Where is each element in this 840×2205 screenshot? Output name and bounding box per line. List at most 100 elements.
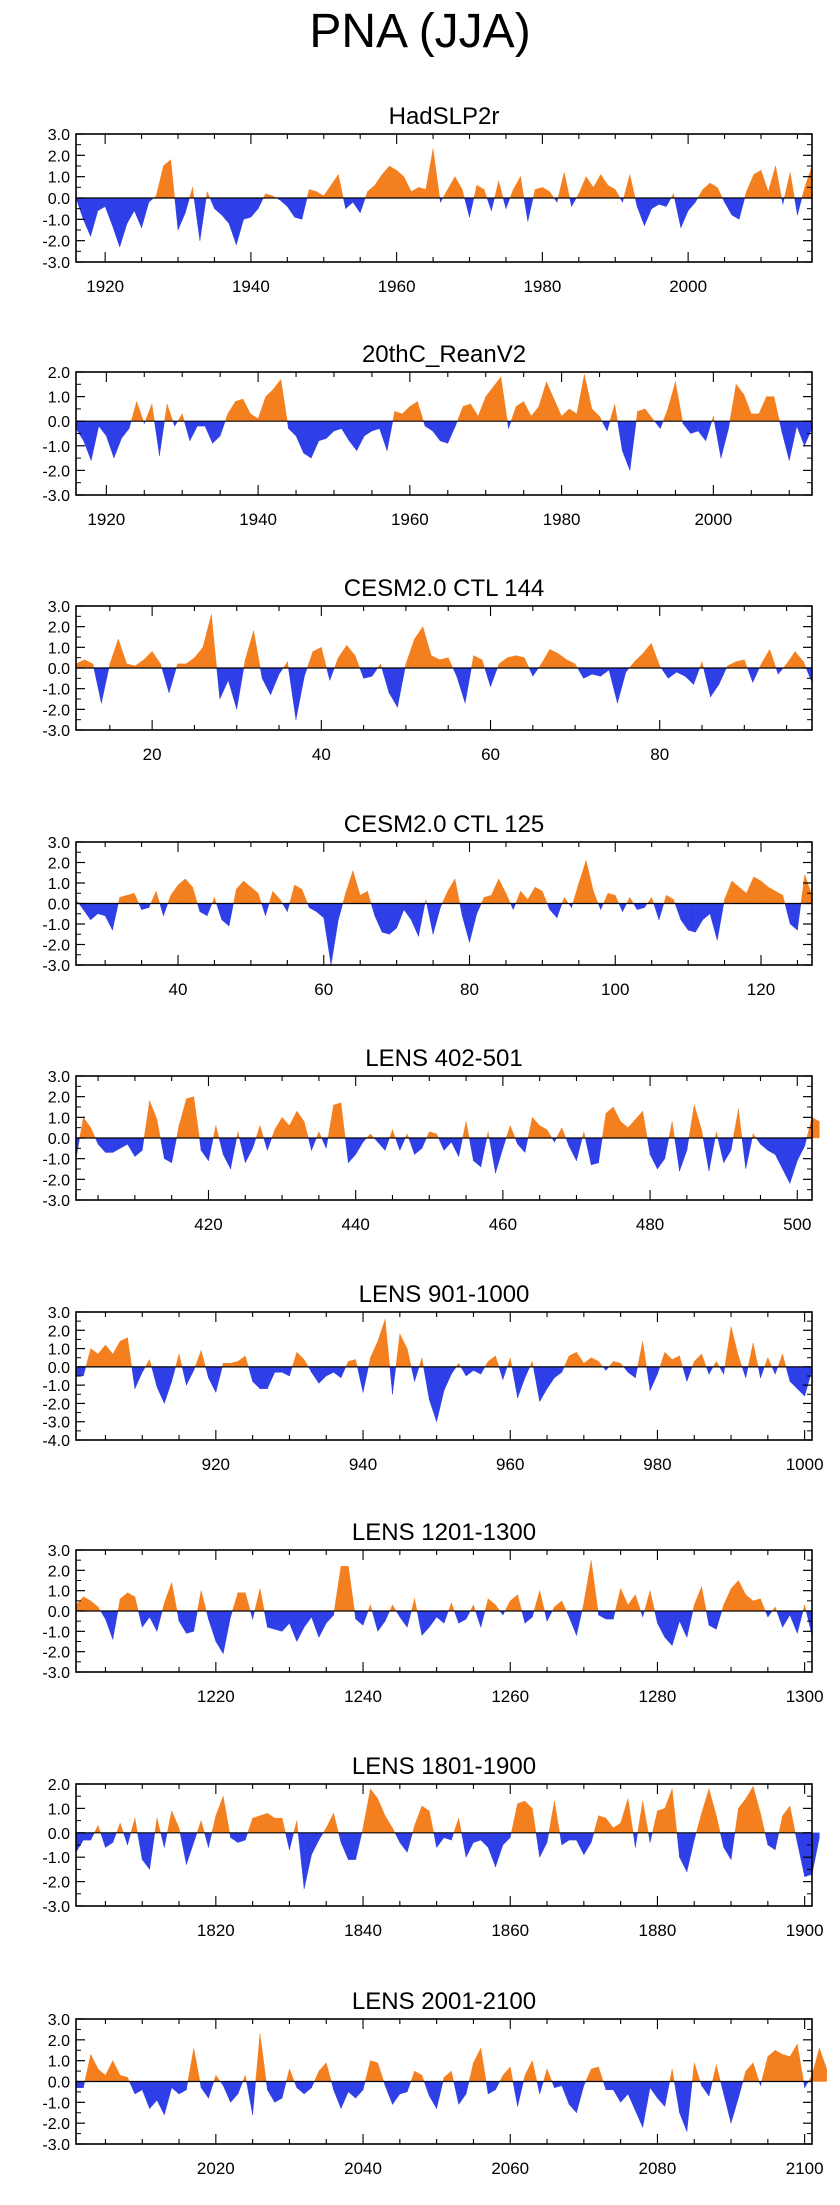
- area-segment: [507, 656, 515, 668]
- area-segment: [783, 1138, 790, 1183]
- area-segment: [382, 904, 389, 935]
- y-tick-label: 2.0: [48, 365, 70, 382]
- area-segment: [638, 1801, 643, 1833]
- area-segment: [245, 1356, 248, 1367]
- area-segment: [407, 1134, 408, 1138]
- area-segment: [451, 2071, 453, 2081]
- area-segment: [637, 198, 644, 226]
- area-segment: [725, 1327, 731, 1367]
- area-segment: [341, 1103, 345, 1138]
- area-segment: [378, 1138, 385, 1150]
- area-segment: [511, 406, 516, 421]
- area-segment: [724, 1138, 731, 1163]
- panel-4: CESM2.0 CTL 1253.02.01.00.0-1.0-2.0-3.04…: [42, 811, 812, 999]
- area-segment: [776, 166, 782, 198]
- area-segment: [790, 1806, 795, 1833]
- area-segment: [776, 891, 783, 903]
- area-segment: [213, 421, 221, 443]
- area-segment: [395, 1833, 400, 1843]
- area-segment: [513, 2082, 518, 2107]
- area-segment: [297, 1821, 298, 1833]
- area-segment: [205, 421, 213, 443]
- area-segment: [516, 891, 521, 903]
- area-segment: [485, 668, 491, 687]
- area-segment: [716, 1132, 717, 1138]
- area-segment: [387, 421, 393, 451]
- x-tick-label: 1000: [786, 1455, 824, 1474]
- area-segment: [297, 1352, 304, 1367]
- area-segment: [599, 1816, 606, 1833]
- y-tick-label: -2.0: [42, 938, 70, 955]
- area-segment: [473, 1138, 480, 1167]
- area-segment: [463, 1121, 466, 1138]
- area-segment: [629, 662, 634, 668]
- area-segment: [348, 1833, 355, 1860]
- y-tick-label: -1.0: [42, 1378, 70, 1395]
- x-tick-label: 1300: [786, 1687, 824, 1706]
- area-segment: [722, 1605, 724, 1611]
- area-segment: [762, 2057, 768, 2082]
- area-segment: [488, 2082, 495, 2095]
- area-segment: [417, 1611, 422, 1635]
- area-segment: [783, 2054, 790, 2081]
- area-segment: [309, 189, 316, 198]
- area-segment: [316, 904, 323, 918]
- area-segment: [341, 1566, 348, 1611]
- y-tick-label: -1.0: [42, 917, 70, 934]
- area-segment: [199, 1138, 201, 1150]
- area-segment: [83, 198, 90, 236]
- area-segment: [137, 402, 144, 422]
- area-segment: [469, 1138, 473, 1161]
- area-segment: [216, 2075, 220, 2081]
- area-segment: [523, 2075, 524, 2081]
- area-segment: [415, 1367, 420, 1382]
- area-segment: [503, 1833, 510, 1845]
- area-segment: [710, 183, 717, 198]
- area-segment: [593, 891, 598, 903]
- area-segment: [114, 421, 122, 458]
- area-segment: [510, 1358, 512, 1367]
- area-segment: [515, 1138, 517, 1144]
- area-segment: [448, 1603, 451, 1611]
- area-segment: [601, 904, 604, 910]
- area-segment: [363, 1789, 370, 1833]
- area-segment: [142, 1611, 149, 1627]
- area-segment: [628, 1595, 635, 1611]
- y-tick-label: -1.0: [42, 439, 70, 456]
- area-segment: [575, 664, 577, 668]
- y-tick-label: 3.0: [48, 599, 70, 616]
- area-segment: [375, 904, 382, 933]
- x-tick-label: 1260: [491, 1687, 529, 1706]
- area-segment: [510, 904, 513, 910]
- area-segment: [245, 1593, 250, 1611]
- area-segment: [289, 1111, 296, 1138]
- area-segment: [795, 651, 803, 668]
- area-segment: [638, 1341, 643, 1367]
- area-segment: [186, 1833, 193, 1865]
- area-segment: [390, 1367, 393, 1394]
- area-segment: [635, 1595, 640, 1611]
- area-segment: [98, 1825, 100, 1832]
- area-segment: [503, 2067, 510, 2082]
- area-segment: [784, 172, 790, 198]
- area-segment: [669, 1121, 672, 1138]
- area-segment: [304, 1121, 308, 1138]
- panel-9: LENS 2001-21003.02.01.00.0-1.0-2.0-3.020…: [42, 1988, 826, 2178]
- area-segment: [700, 2082, 701, 2086]
- area-segment: [742, 1367, 746, 1378]
- area-segment: [168, 895, 171, 903]
- area-segment: [692, 1361, 694, 1366]
- area-segment: [214, 198, 221, 215]
- area-segment: [650, 2082, 657, 2099]
- area-segment: [532, 1611, 534, 1617]
- area-segment: [521, 177, 524, 198]
- area-segment: [473, 1367, 480, 1374]
- area-segment: [334, 421, 342, 431]
- area-segment: [194, 2048, 200, 2081]
- area-segment: [694, 1105, 701, 1138]
- area-segment: [319, 2063, 326, 2082]
- area-segment: [138, 1611, 142, 1627]
- area-segment: [216, 1611, 223, 1654]
- area-segment: [105, 904, 112, 931]
- area-segment: [576, 2082, 583, 2113]
